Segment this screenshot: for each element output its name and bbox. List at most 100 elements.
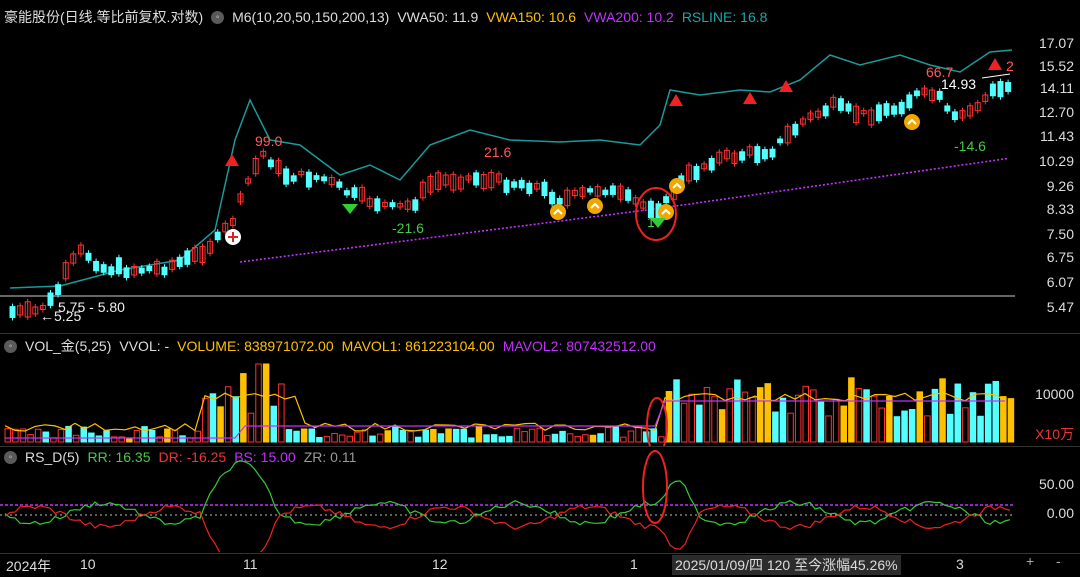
candle-body (199, 246, 206, 264)
candle-body (131, 265, 138, 276)
volume-bar (787, 412, 794, 443)
candle-body (822, 105, 829, 117)
candle-body (549, 191, 556, 205)
candle-body (556, 197, 563, 205)
volume-bar (323, 436, 331, 443)
volume-bar (680, 402, 688, 443)
volume-bar (369, 435, 376, 443)
x-label-oct: 10 (80, 556, 96, 572)
volume-bar (293, 430, 300, 443)
volume-bar (255, 363, 262, 443)
candle-body (868, 109, 875, 126)
volume-bar (969, 392, 977, 443)
rs-title: RS_D(5) (25, 449, 80, 465)
volume-bar (582, 434, 589, 443)
candle-body (123, 267, 130, 278)
volume-bar (57, 429, 65, 443)
candle-body (245, 178, 252, 184)
candle-body (617, 185, 624, 200)
candle-body (784, 125, 791, 144)
axis-divider (0, 553, 1080, 554)
volume-bar (574, 436, 581, 443)
mavol2-line (5, 400, 1005, 439)
candle-body (100, 264, 107, 273)
y-tick: 17.07 (1038, 35, 1074, 51)
candle-body (716, 151, 723, 164)
candle-body (222, 222, 229, 233)
candle-body (397, 203, 404, 208)
candle-body (93, 261, 100, 272)
volume-bar (551, 433, 559, 443)
volume-bar (886, 395, 893, 443)
x-label-year: 2024年 (6, 558, 52, 574)
volume-bar (376, 433, 384, 443)
chevron-mark (907, 118, 917, 125)
settings-icon[interactable]: ◦ (4, 450, 17, 464)
candle-body (305, 171, 312, 188)
settings-icon[interactable]: ◦ (4, 339, 17, 353)
rs-annotation: 21.6 (484, 144, 512, 160)
volume-bar (1000, 396, 1007, 443)
volume-bar (718, 409, 726, 443)
candle-body (594, 186, 601, 197)
candle-body (982, 94, 989, 102)
candle-body (381, 201, 388, 207)
rr-line (4, 460, 1011, 526)
volume-bar (103, 430, 110, 443)
volume-bar (589, 434, 597, 443)
zoom-out-button[interactable]: - (1056, 553, 1061, 569)
candle-body (115, 257, 122, 275)
candle-body (913, 90, 920, 97)
volume-bar (863, 389, 870, 443)
volume-bar (240, 373, 247, 443)
volume-bar (817, 401, 825, 443)
candle-body (761, 149, 768, 160)
highlight-ellipse (646, 397, 668, 446)
volume-bar (209, 393, 217, 443)
rsline-value: RSLINE: 16.8 (681, 9, 768, 25)
buy-triangle-icon (743, 92, 757, 104)
y-tick: 5.47 (1046, 299, 1074, 315)
settings-icon[interactable]: ◦ (211, 10, 225, 24)
volume-bar (642, 431, 650, 443)
candle-body (419, 181, 426, 199)
volume-bar (673, 379, 680, 443)
volume-bar (1007, 398, 1015, 443)
y-tick: 10.29 (1038, 153, 1074, 169)
candle-body (526, 182, 533, 194)
volume-bar (346, 435, 353, 443)
volume-bar (354, 431, 361, 443)
candle-body (807, 112, 814, 120)
candle-body (1005, 82, 1012, 92)
volume-bar (300, 428, 308, 443)
volume-bar (696, 404, 703, 443)
zoom-in-button[interactable]: + (1026, 553, 1035, 569)
candle-body (480, 174, 487, 189)
volume-bar (148, 429, 156, 443)
buy-triangle-icon (225, 154, 239, 166)
y-tick: 14.11 (1040, 80, 1074, 96)
candle-body (997, 81, 1004, 98)
y-tick: 15.52 (1038, 58, 1074, 74)
candle-body (883, 103, 890, 116)
y-tick: 6.75 (1046, 249, 1074, 265)
volume-bar (741, 391, 749, 443)
volume-bar (331, 432, 338, 443)
volume-bar (361, 429, 369, 443)
volume-bar (604, 427, 612, 443)
volume-bar (734, 379, 741, 443)
up-chevron-icon (669, 178, 685, 194)
volume-bar (445, 428, 452, 443)
volume-bar (620, 436, 627, 443)
volume-bar (430, 428, 437, 443)
ma-label: M6(10,20,50,150,200,13) (232, 9, 390, 25)
dr-value: DR: -16.25 (158, 449, 227, 465)
candle-body (921, 87, 928, 96)
volume-bar (855, 388, 863, 443)
volume-bar (4, 428, 11, 443)
candle-body (283, 168, 290, 185)
volume-bar (825, 415, 832, 443)
candle-body (427, 175, 434, 193)
candle-body (252, 158, 259, 175)
candle-body (906, 94, 913, 109)
